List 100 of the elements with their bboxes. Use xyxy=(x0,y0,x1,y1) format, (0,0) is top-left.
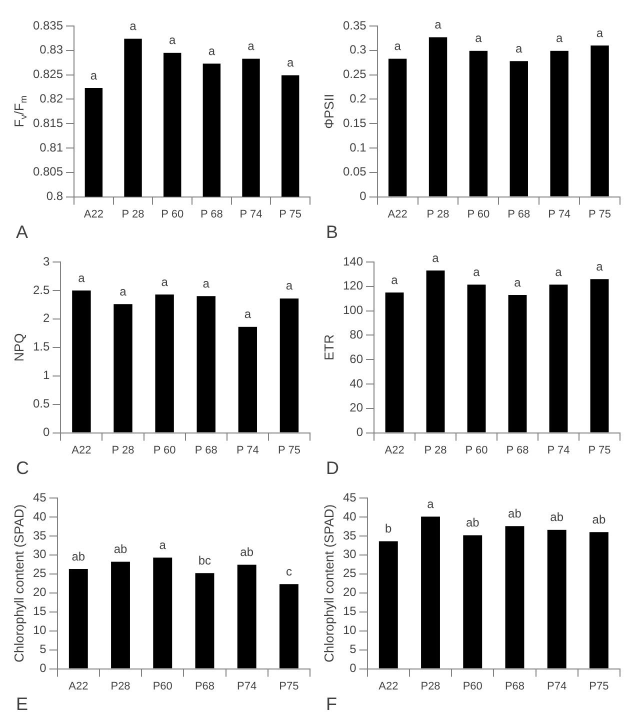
y-axis-title: Chlorophyll content (SPAD) xyxy=(322,504,337,662)
annotation: a xyxy=(161,274,168,289)
x-tick-label: P 68 xyxy=(506,444,529,456)
bar xyxy=(547,530,566,668)
y-axis-title: Fv/Fm xyxy=(12,96,28,128)
bar xyxy=(68,568,88,668)
bar xyxy=(510,61,528,196)
y-tick-label: 1.5 xyxy=(32,340,50,354)
y-tick-label: 0.815 xyxy=(33,116,64,130)
y-tick-label: 0.8 xyxy=(46,189,64,204)
annotation: ab xyxy=(466,516,480,530)
annotation: a xyxy=(130,19,137,33)
y-tick-label: 3 xyxy=(42,254,50,268)
annotation: a xyxy=(248,39,255,54)
bar xyxy=(467,284,486,432)
y-tick-label: 25 xyxy=(342,566,357,580)
y-tick-label: 0 xyxy=(350,661,357,676)
bar xyxy=(385,292,404,432)
y-tick-label: 40 xyxy=(32,509,47,524)
x-tick-label: P74 xyxy=(547,680,567,692)
annotation: a xyxy=(394,39,402,54)
x-tick-label: P 75 xyxy=(279,208,302,220)
y-tick-label: 1 xyxy=(42,368,50,382)
annotation: a xyxy=(286,278,293,293)
bar xyxy=(238,326,258,432)
y-tick-label: 0 xyxy=(42,425,50,440)
y-axis-title: ETR xyxy=(322,334,337,360)
annotation: a xyxy=(244,307,252,322)
bar xyxy=(426,270,445,432)
x-tick-label: P 28 xyxy=(426,208,450,220)
y-tick-label: 30 xyxy=(342,547,357,562)
x-tick-label: A22 xyxy=(72,444,92,456)
y-tick-label: 0.5 xyxy=(32,396,50,411)
bar xyxy=(505,526,524,668)
annotation: a xyxy=(90,68,98,82)
text: F xyxy=(326,694,337,714)
y-tick-label: 0.25 xyxy=(342,67,367,82)
y-tick-label: 2.5 xyxy=(32,282,50,297)
y-tick-label: 40 xyxy=(342,509,357,524)
annotation: a xyxy=(514,275,522,290)
x-tick-label: P 68 xyxy=(200,208,223,220)
bar xyxy=(195,573,214,668)
bar xyxy=(237,564,256,668)
annotation: a xyxy=(286,56,294,70)
y-axis-title: Chlorophyll content (SPAD) xyxy=(12,504,27,662)
y-tick-label: 15 xyxy=(342,604,357,618)
text: C xyxy=(16,458,29,478)
y-tick-label: 0 xyxy=(40,661,47,676)
annotation: ab xyxy=(114,542,128,556)
y-tick-label: 10 xyxy=(342,623,357,638)
bar xyxy=(111,562,130,668)
x-tick-label: P68 xyxy=(504,680,525,692)
x-tick-label: P74 xyxy=(237,680,257,692)
text: B xyxy=(326,222,338,242)
y-tick-label: 10 xyxy=(32,623,47,638)
annotation: a xyxy=(516,41,523,56)
y-tick-label: 25 xyxy=(32,566,47,580)
y-axis-title: NPQ xyxy=(12,333,27,362)
y-tick-label: 0.15 xyxy=(342,116,367,130)
x-tick-label: P 60 xyxy=(467,208,490,220)
annotation: a xyxy=(556,31,563,46)
y-tick-label: 45 xyxy=(32,490,47,504)
bar xyxy=(279,584,298,668)
y-tick-label: 15 xyxy=(32,604,47,618)
annotation: a xyxy=(596,26,604,40)
y-tick-label: 0.81 xyxy=(40,140,64,154)
x-tick-label: P 28 xyxy=(112,444,134,456)
x-tick-label: P28 xyxy=(110,680,130,692)
annotation: a xyxy=(78,270,86,285)
bar xyxy=(463,535,482,668)
y-tick-label: 35 xyxy=(32,528,47,542)
x-tick-label: P60 xyxy=(462,680,482,692)
annotation: a xyxy=(596,259,604,274)
x-tick-label: P 60 xyxy=(161,208,184,220)
x-tick-label: A22 xyxy=(384,444,404,456)
bar xyxy=(378,541,398,668)
y-tick-label: 35 xyxy=(342,528,357,542)
y-tick-label: 0.835 xyxy=(33,18,64,32)
annotation: ab xyxy=(592,512,606,526)
annotation: a xyxy=(432,250,440,265)
text: E xyxy=(16,694,28,714)
y-tick-label: 100 xyxy=(342,303,364,318)
text: A xyxy=(16,222,28,242)
y-tick-label: 20 xyxy=(32,585,47,600)
y-axis-title: ΦPSII xyxy=(322,94,337,129)
annotation: a xyxy=(555,264,562,279)
annotation: ab xyxy=(550,510,564,524)
y-tick-label: 20 xyxy=(350,400,364,415)
annotation: a xyxy=(202,276,210,290)
annotation: a xyxy=(159,538,166,552)
x-tick-label: P 28 xyxy=(424,444,447,456)
x-tick-label: P 75 xyxy=(588,208,611,220)
y-tick-label: 45 xyxy=(342,490,357,504)
x-tick-label: P68 xyxy=(194,680,215,692)
bar xyxy=(508,294,527,432)
y-tick-label: 0.1 xyxy=(350,140,367,154)
x-tick-label: P 68 xyxy=(508,208,530,220)
x-tick-label: P 60 xyxy=(153,444,176,456)
text: D xyxy=(326,458,339,478)
x-tick-label: P 75 xyxy=(278,444,300,456)
